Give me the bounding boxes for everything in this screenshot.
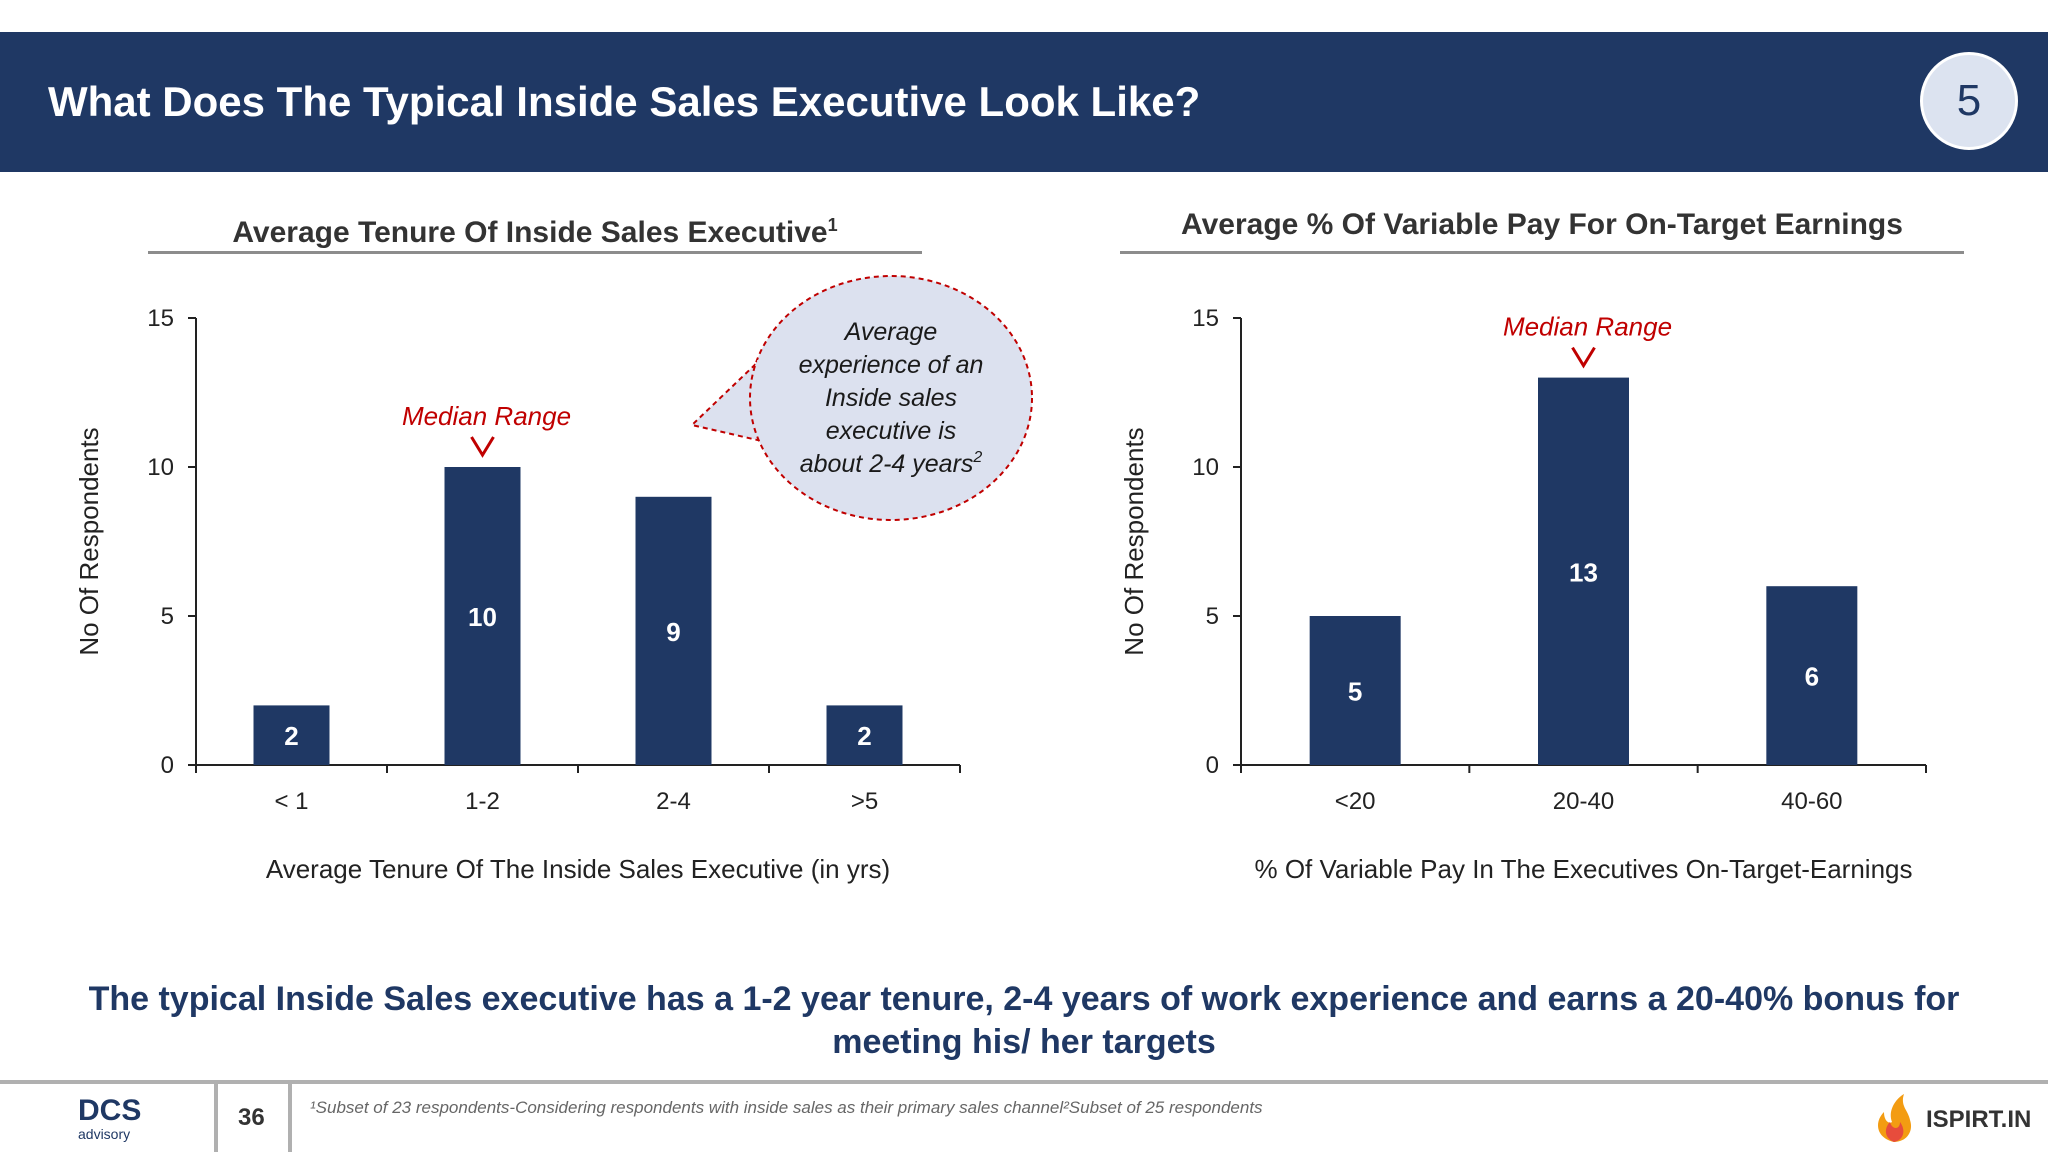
tenure-callout-bubble	[749, 275, 1033, 521]
variable-pay-bar-value-label: 13	[1569, 557, 1598, 587]
tenure-y-tick-label: 10	[147, 454, 174, 481]
tenure-bar-value-label: 10	[468, 602, 497, 632]
tenure-bar-value-label: 2	[857, 721, 871, 751]
variable-pay-bar	[1766, 586, 1858, 765]
tenure-y-tick-label: 5	[161, 603, 174, 630]
variable-pay-bar	[1309, 616, 1401, 765]
variable-pay-y-tick-label: 10	[1192, 454, 1219, 481]
tenure-callout-text-line: about 2-4 years2	[800, 449, 983, 478]
tenure-bar-value-label: 9	[666, 617, 680, 647]
slide-number-badge: 5	[1920, 52, 2018, 150]
variable-pay-bar-value-label: 5	[1348, 677, 1362, 707]
variable-pay-category-label: 40-60	[1781, 788, 1842, 815]
dcs-logo: DCS	[78, 1094, 142, 1127]
tenure-callout-text-line: Inside sales	[825, 384, 957, 412]
tenure-callout-text-line: experience of an	[799, 351, 984, 379]
dcs-logo-subtext: advisory	[78, 1126, 131, 1142]
footer-rule	[0, 1080, 2048, 1084]
tenure-bar	[444, 467, 521, 765]
charts-canvas: 0 5 10 15 2 < 1 10 1-2 9 2-4 2 >5 Average Tenure Of …	[74, 275, 1927, 884]
ispirt-logo: ISPIRT.IN	[1926, 1106, 2032, 1133]
variable-pay-bar	[1538, 377, 1629, 765]
variable-pay-y-tick-label: 5	[1206, 603, 1219, 630]
tenure-y-tick-label: 15	[147, 305, 174, 332]
tenure-callout-text-line: executive is	[826, 417, 957, 445]
tenure-bar	[826, 705, 903, 765]
tenure-median-range-label: Median Range	[402, 401, 571, 431]
header-banner: What Does The Typical Inside Sales Execu…	[0, 32, 2048, 172]
footer-divider	[288, 1084, 292, 1152]
page-title: What Does The Typical Inside Sales Execu…	[48, 78, 1201, 125]
tenure-category-label: 1-2	[465, 788, 500, 815]
chart-2-title: Average % Of Variable Pay For On-Target …	[1181, 208, 1903, 241]
footer-divider	[214, 1084, 218, 1152]
chart-1-title-sup: 1	[827, 215, 838, 235]
variable-pay-category-label: <20	[1335, 788, 1376, 815]
variable-pay-x-axis-title: % Of Variable Pay In The Executives On-T…	[1254, 854, 1912, 884]
variable-pay-median-chevron-icon	[1571, 346, 1596, 369]
tenure-category-label: >5	[851, 788, 878, 815]
chart-1-title-text: Average Tenure Of Inside Sales Executive	[232, 216, 828, 249]
summary-statement: The typical Inside Sales executive has a…	[88, 980, 1960, 1061]
chart-1-title: Average Tenure Of Inside Sales Executive…	[148, 202, 922, 249]
chart-2-title-rule	[1120, 251, 1964, 254]
tenure-bar-value-label: 2	[284, 721, 298, 751]
tenure-callout-sup: 2	[972, 449, 982, 466]
tenure-category-label: 2-4	[656, 788, 691, 815]
variable-pay-bar-value-label: 6	[1805, 662, 1819, 692]
tenure-y-tick-label: 0	[161, 752, 174, 779]
variable-pay-y-tick-label: 0	[1206, 752, 1219, 779]
tenure-bar	[253, 705, 330, 765]
tenure-chart: 0 5 10 15 2 < 1 10 1-2 9 2-4 2 >5 Average Tenure Of …	[74, 275, 1033, 884]
tenure-median-chevron-icon	[470, 436, 495, 458]
ispirt-flame-icon	[1878, 1094, 1912, 1142]
variable-pay-y-tick-label: 15	[1192, 305, 1219, 332]
tenure-y-axis-title: No Of Respondents	[74, 427, 104, 655]
variable-pay-y-axis-title: No Of Respondents	[1119, 427, 1149, 655]
tenure-bar	[635, 496, 712, 765]
variable-pay-median-range-label: Median Range	[1503, 312, 1672, 342]
chart-1-title-rule	[148, 251, 922, 254]
tenure-callout-tail	[689, 355, 768, 444]
tenure-x-axis-title: Average Tenure Of The Inside Sales Execu…	[266, 854, 890, 884]
tenure-category-label: < 1	[274, 788, 308, 815]
footnote: ¹Subset of 23 respondents-Considering re…	[310, 1098, 1263, 1117]
variable-pay-chart: 0 5 10 15 5 <20 13 20-40 6 40-60 % Of Variable Pay…	[1119, 305, 1927, 884]
tenure-callout-seam	[757, 359, 767, 441]
page-number: 36	[238, 1104, 265, 1131]
tenure-callout-text-line: Average	[843, 318, 938, 346]
variable-pay-category-label: 20-40	[1553, 788, 1614, 815]
